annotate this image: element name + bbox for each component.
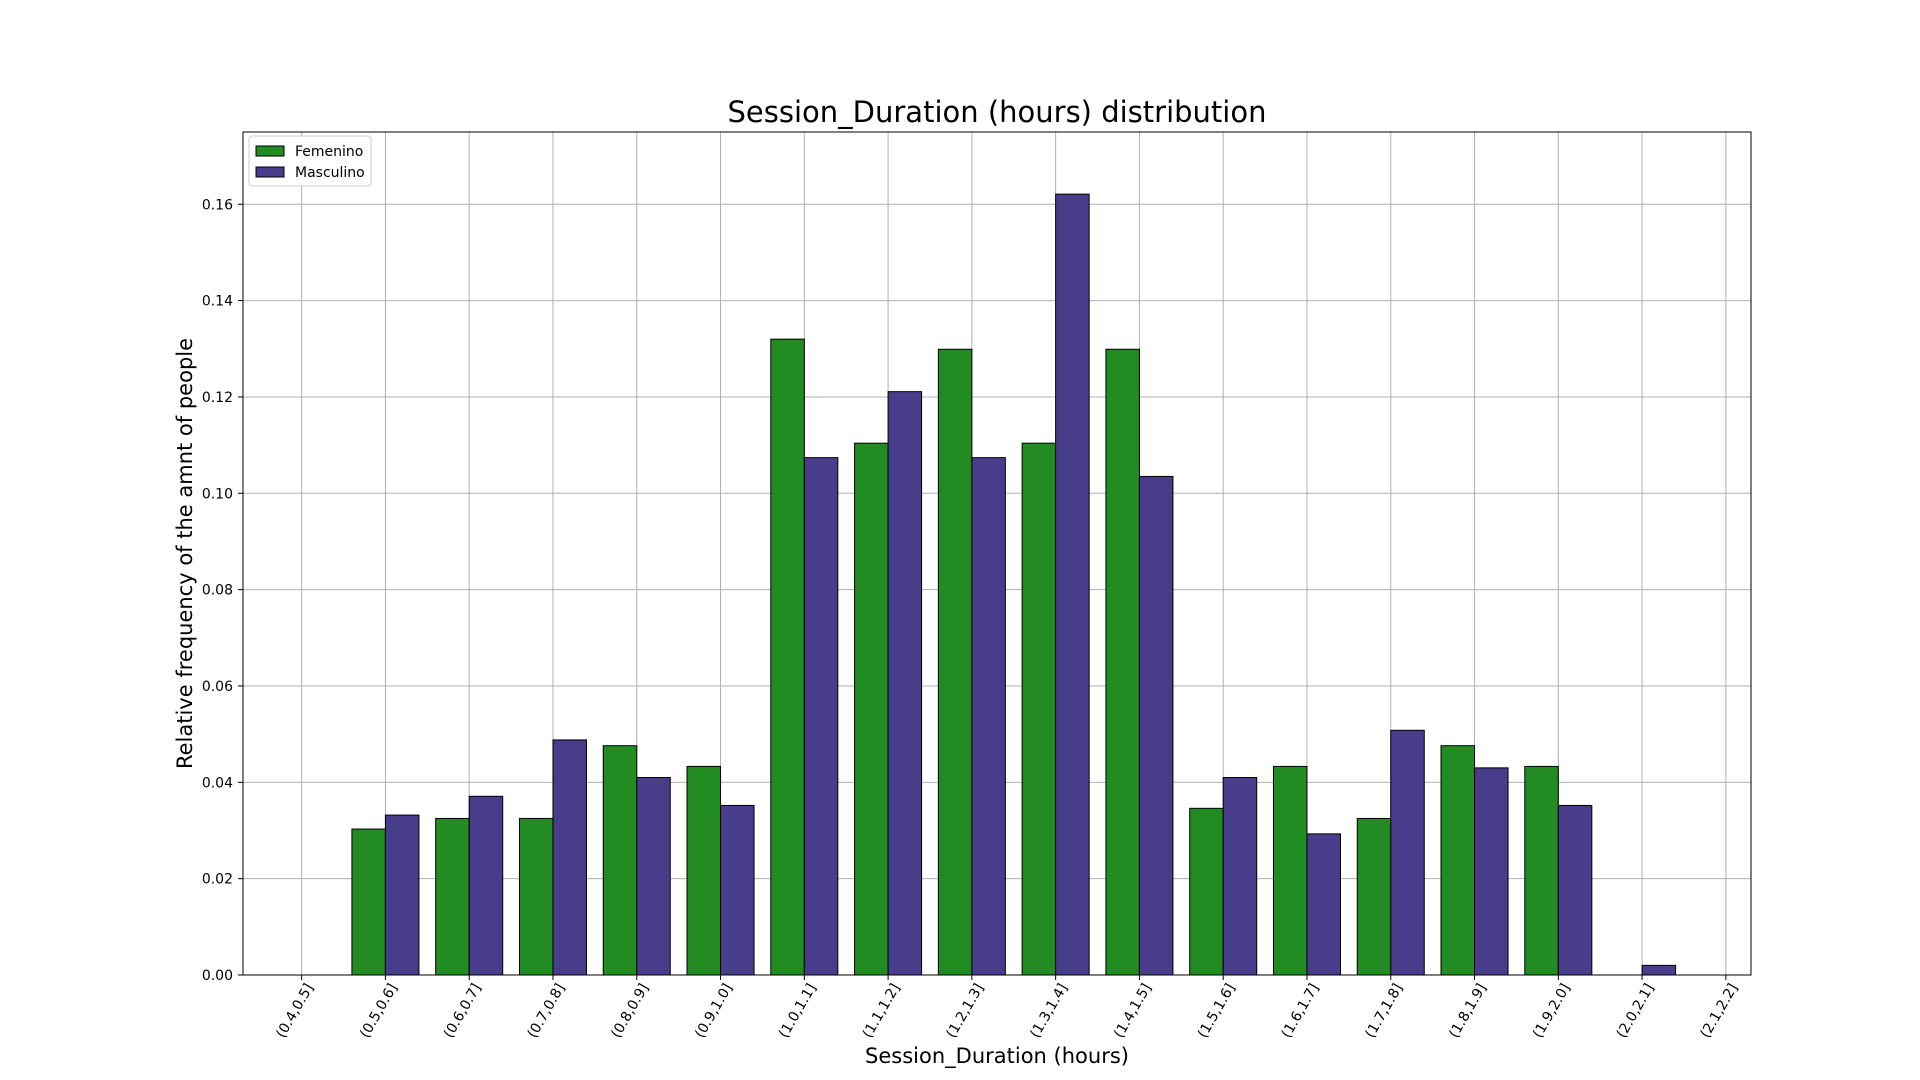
bar-masculino-3 [552,739,587,976]
bars [351,193,1677,976]
bar-masculino-4 [636,776,671,976]
y-tick-label: 0.04 [202,775,233,791]
bar-femenino-14 [1440,745,1476,976]
y-axis-label: Relative frequency of the amnt of people [173,338,197,769]
bar-femenino-12 [1272,765,1308,976]
y-tick-label: 0.16 [202,197,233,213]
bar-femenino-7 [854,442,889,976]
bar-femenino-5 [686,765,722,976]
bar-femenino-10 [1105,348,1140,976]
y-tick-label: 0.12 [202,390,233,406]
legend-label-femenino: Femenino [295,144,363,160]
y-tick-label: 0.02 [202,872,233,888]
bar-femenino-8 [937,348,973,976]
bar-masculino-11 [1222,776,1258,976]
y-tick-label: 0.00 [202,968,233,984]
bar-femenino-9 [1021,442,1057,976]
bar-femenino-4 [602,745,638,976]
legend-label-masculino: Masculino [295,165,365,181]
legend: Femenino Masculino [248,135,372,187]
bar-masculino-1 [384,814,420,976]
bar-masculino-14 [1474,767,1509,976]
y-tick-label: 0.08 [202,583,233,599]
bar-femenino-2 [435,817,470,976]
bar-masculino-7 [887,391,923,976]
bar-masculino-13 [1390,729,1425,976]
bar-femenino-13 [1356,817,1392,976]
bar-masculino-2 [468,795,504,976]
y-tick-label: 0.10 [202,486,233,502]
bar-femenino-3 [518,817,554,976]
y-tick-label: 0.14 [202,294,233,310]
bar-masculino-12 [1306,833,1341,976]
bar-masculino-16 [1641,964,1677,976]
bar-masculino-8 [971,457,1006,976]
bar-masculino-5 [720,804,755,976]
bar-masculino-15 [1557,804,1593,976]
bar-masculino-6 [803,457,839,976]
bar-femenino-11 [1189,807,1224,976]
x-axis-label: Session_Duration (hours) [865,1044,1129,1069]
bar-masculino-10 [1138,475,1174,976]
bar-femenino-1 [351,828,386,976]
bar-femenino-6 [770,338,805,976]
plot-frame [242,131,1752,976]
chart-title: Session_Duration (hours) distribution [728,95,1267,129]
y-tick-label: 0.06 [202,679,233,695]
legend-swatch-femenino [255,145,285,157]
bar-femenino-15 [1524,765,1559,976]
bar-masculino-9 [1055,193,1090,976]
legend-swatch-masculino [255,166,285,178]
